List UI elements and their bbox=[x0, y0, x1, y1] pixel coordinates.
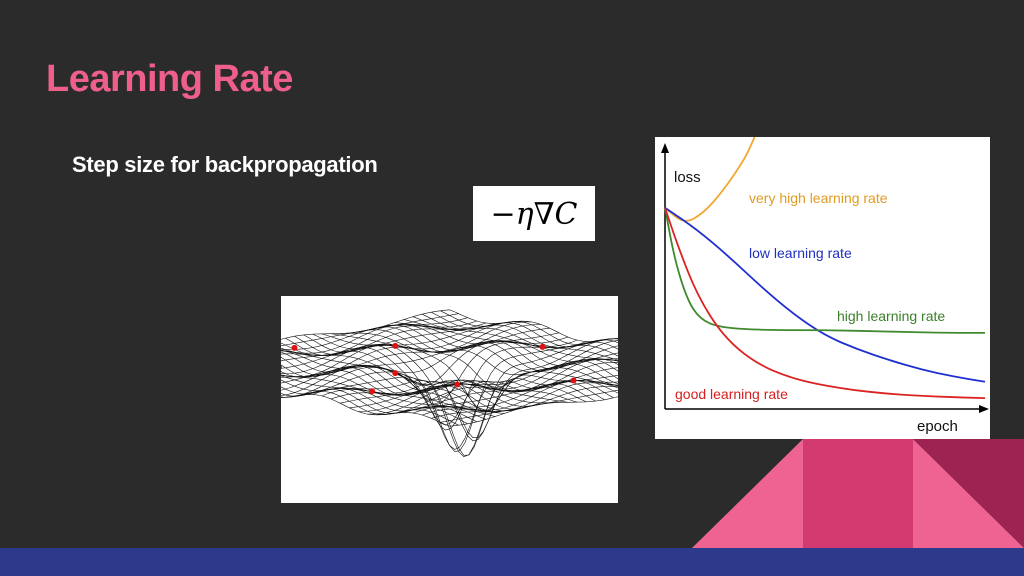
gradient-formula: −η∇C bbox=[490, 197, 577, 232]
surface-point bbox=[570, 377, 577, 384]
slide-subtitle: Step size for backpropagation bbox=[72, 152, 378, 177]
triangle-mid bbox=[803, 439, 913, 548]
surface-point bbox=[392, 342, 399, 349]
series-line-very-high bbox=[664, 137, 756, 222]
legend-label-low: low learning rate bbox=[749, 245, 852, 261]
legend-label-very-high: very high learning rate bbox=[749, 190, 888, 206]
bottom-bar bbox=[0, 548, 1024, 576]
gradient-formula-image: −η∇C bbox=[473, 186, 595, 241]
surface-point bbox=[291, 344, 298, 351]
x-axis-arrow bbox=[979, 405, 989, 413]
triangle-dark bbox=[913, 439, 1024, 548]
surface-point bbox=[454, 381, 461, 388]
series-line-good bbox=[664, 207, 986, 400]
legend-label-good: good learning rate bbox=[675, 386, 788, 402]
slide-title: Learning Rate bbox=[46, 58, 293, 100]
triangle-light bbox=[692, 439, 803, 548]
surface-point bbox=[539, 343, 546, 350]
y-axis-label: loss bbox=[674, 169, 701, 186]
loss-surface-image bbox=[281, 296, 618, 503]
surface-mesh bbox=[281, 309, 618, 458]
learning-rate-chart: loss epoch very high learning rate low l… bbox=[655, 137, 990, 439]
legend-label-high: high learning rate bbox=[837, 308, 945, 324]
y-axis-arrow bbox=[661, 143, 669, 153]
surface-point bbox=[281, 365, 282, 370]
x-axis-label: epoch bbox=[917, 418, 958, 435]
surface-point bbox=[369, 388, 375, 395]
series-line-low bbox=[664, 206, 986, 383]
series-line-high bbox=[664, 207, 985, 334]
surface-point bbox=[392, 370, 399, 377]
